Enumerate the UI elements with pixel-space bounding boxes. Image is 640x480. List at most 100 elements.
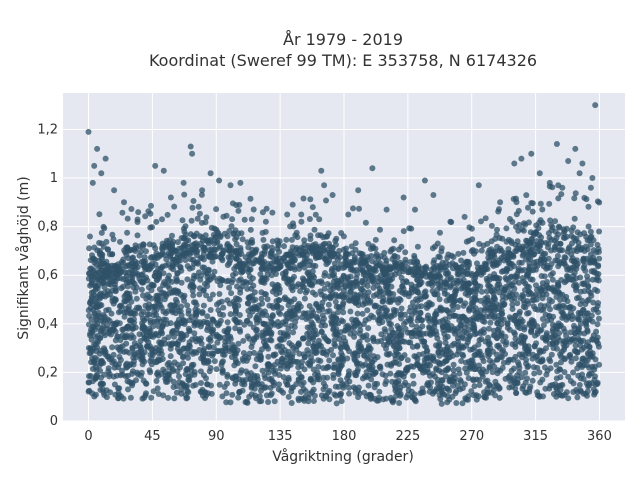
data-point — [383, 378, 390, 385]
data-point — [453, 288, 460, 294]
data-point — [112, 296, 119, 303]
data-point — [505, 246, 512, 252]
data-point — [100, 223, 107, 230]
data-point — [282, 317, 289, 324]
data-point — [189, 204, 196, 211]
data-point — [207, 334, 214, 341]
data-point — [498, 321, 505, 328]
data-point — [252, 392, 259, 399]
data-point — [179, 331, 185, 338]
data-point — [239, 268, 246, 275]
data-point — [306, 303, 313, 309]
data-point — [584, 392, 590, 399]
data-point — [148, 295, 155, 302]
data-point — [232, 325, 239, 332]
data-point — [458, 358, 465, 364]
data-point — [285, 326, 292, 332]
data-point — [359, 256, 366, 263]
data-point — [85, 388, 92, 395]
data-point — [308, 376, 315, 383]
data-point — [121, 313, 128, 320]
data-point — [551, 246, 558, 253]
data-point — [276, 372, 283, 378]
x-axis-ticks: 0 45 90 135 180 225 270 315 360 — [84, 429, 611, 444]
data-point — [328, 253, 334, 260]
data-point — [314, 369, 321, 376]
data-point — [137, 344, 144, 351]
chart-title-line2: Koordinat (Sweref 99 TM): E 353758, N 61… — [149, 51, 537, 70]
data-point — [268, 337, 275, 344]
data-point — [550, 331, 557, 338]
data-point — [444, 319, 451, 326]
data-point — [550, 391, 557, 397]
data-point — [89, 324, 96, 330]
data-point — [423, 355, 430, 362]
data-point — [124, 378, 131, 385]
data-point — [354, 368, 361, 375]
data-point — [489, 369, 496, 376]
data-point — [134, 232, 141, 239]
data-point — [302, 289, 309, 296]
data-point — [147, 254, 154, 261]
data-point — [86, 245, 93, 252]
data-point — [485, 282, 492, 289]
data-point — [590, 386, 597, 393]
data-point — [504, 324, 511, 331]
data-point — [148, 394, 155, 401]
data-point — [484, 297, 491, 304]
data-point — [95, 324, 102, 331]
data-point — [298, 388, 304, 395]
data-point — [336, 304, 342, 310]
data-point — [557, 297, 564, 303]
data-point — [320, 380, 327, 387]
data-point — [487, 319, 494, 326]
data-point — [512, 241, 519, 248]
data-point — [478, 218, 484, 225]
data-point — [381, 276, 388, 283]
data-point — [512, 313, 519, 319]
data-point — [86, 312, 93, 319]
data-point — [93, 315, 100, 322]
data-point — [572, 190, 579, 197]
data-point — [123, 364, 130, 371]
data-point — [94, 304, 100, 311]
data-point — [269, 281, 276, 288]
data-point — [478, 271, 485, 278]
data-point — [219, 393, 226, 400]
data-point — [479, 354, 486, 361]
data-point — [275, 282, 282, 289]
data-point — [430, 192, 437, 198]
data-point — [403, 318, 410, 325]
data-point — [330, 352, 336, 359]
data-point — [338, 350, 345, 357]
data-point — [548, 351, 555, 358]
data-point — [270, 367, 277, 374]
data-point — [317, 358, 324, 364]
data-point — [558, 359, 564, 366]
data-point — [519, 292, 526, 299]
data-point — [99, 292, 106, 299]
data-point — [567, 329, 574, 336]
data-point — [280, 374, 287, 381]
y-tick-label: 0,8 — [37, 220, 58, 235]
data-point — [312, 263, 319, 269]
data-point — [189, 264, 196, 271]
data-point — [145, 284, 152, 291]
data-point — [243, 368, 250, 375]
data-point — [206, 247, 213, 254]
data-point — [499, 364, 506, 371]
data-point — [286, 340, 293, 347]
data-point — [486, 325, 492, 332]
data-point — [585, 203, 592, 210]
data-point — [576, 382, 583, 388]
data-point — [365, 343, 372, 349]
data-point — [589, 350, 596, 357]
data-point — [393, 267, 400, 274]
data-point — [288, 236, 295, 243]
data-point — [187, 231, 194, 238]
data-point — [572, 355, 579, 362]
data-point — [321, 182, 328, 189]
data-point — [338, 362, 345, 369]
data-point — [550, 341, 556, 347]
data-point — [173, 389, 180, 396]
